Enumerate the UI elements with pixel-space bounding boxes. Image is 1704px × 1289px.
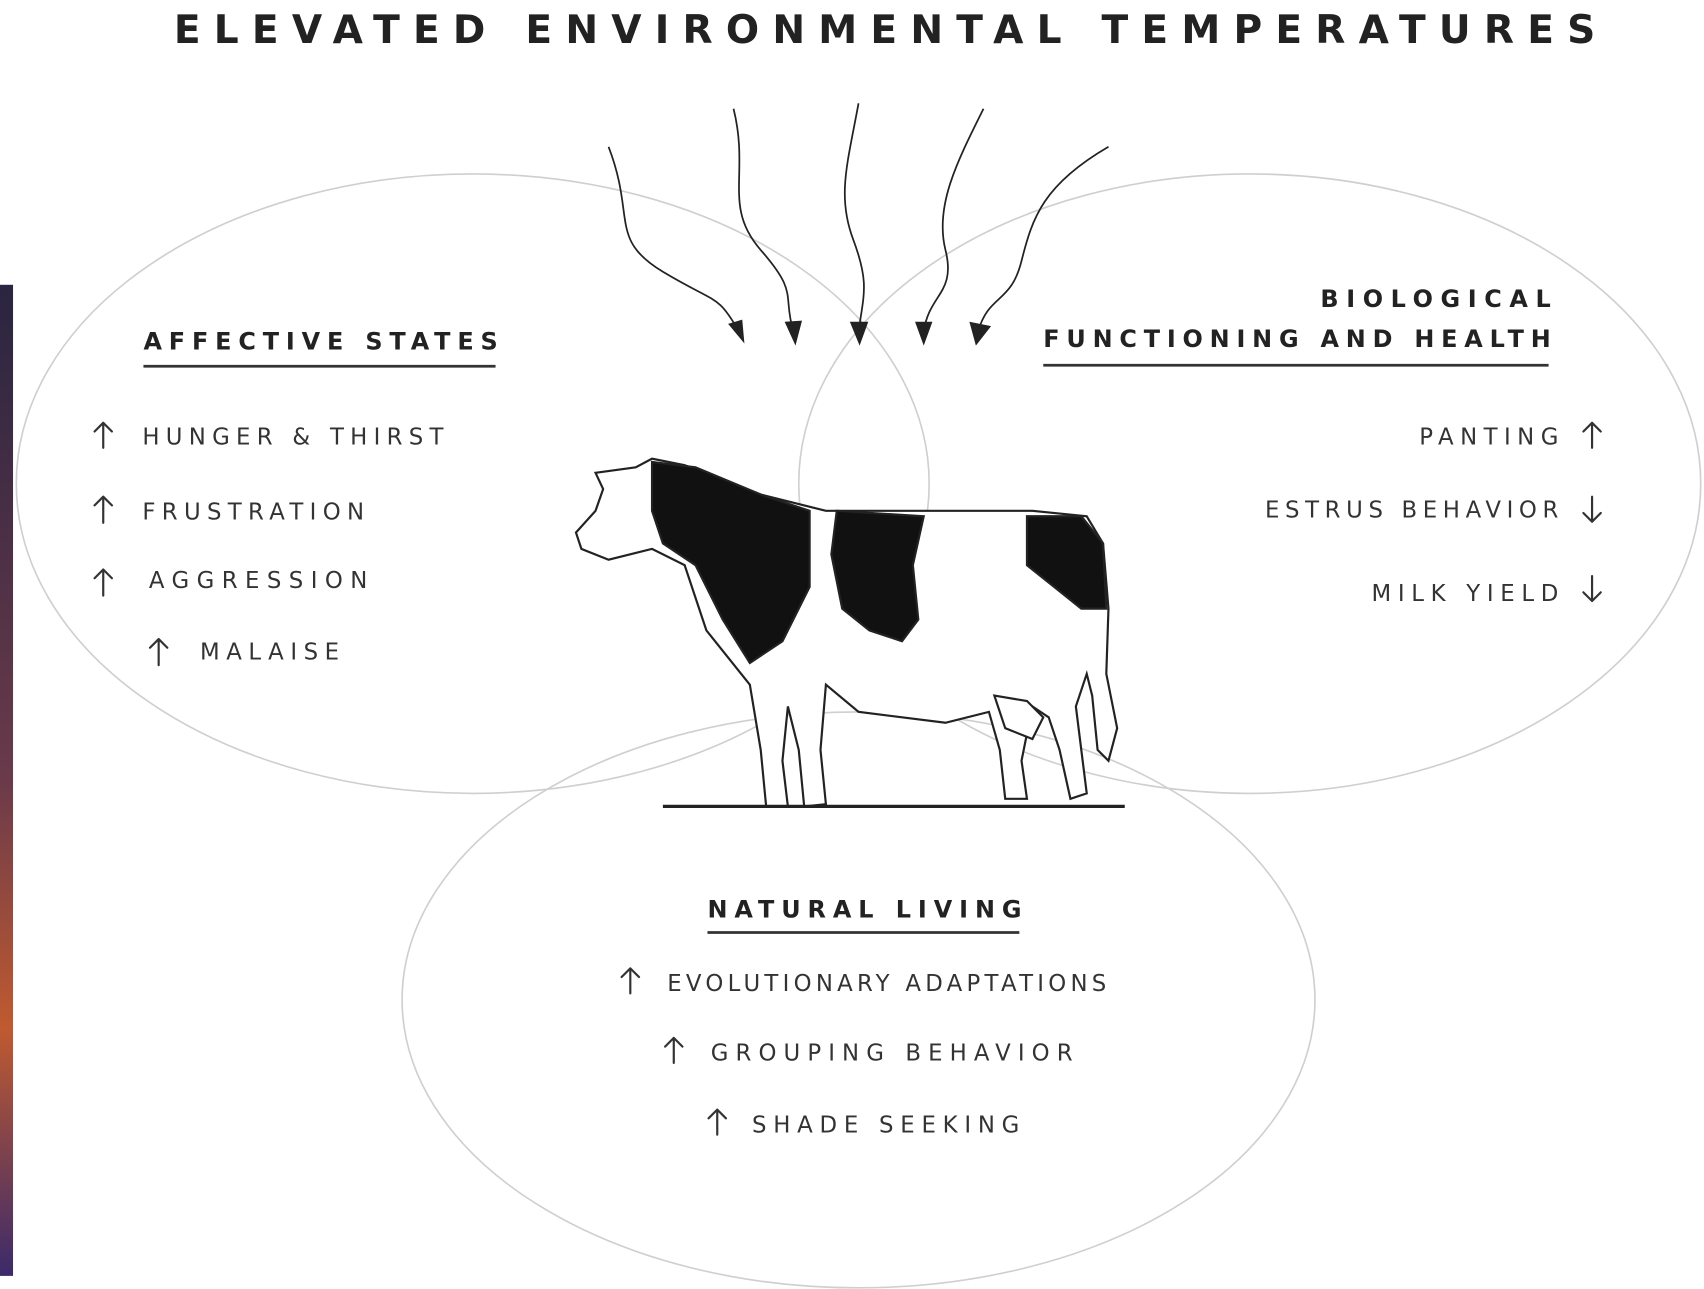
section-heading: NATURAL LIVING (707, 896, 1021, 924)
section-heading: FUNCTIONING AND HEALTH (1043, 325, 1551, 353)
diagram: ELEVATED ENVIRONMENTAL TEMPERATURES AFFE… (0, 0, 1704, 1289)
list-item: HUNGER & THIRST (142, 425, 443, 451)
list-item: PANTING (1419, 425, 1558, 451)
section-heading: AFFECTIVE STATES (143, 327, 497, 355)
background-strip (0, 285, 13, 1276)
page: {"title": "ELEVATED ENVIRONMENTAL TEMPER… (0, 0, 1704, 1289)
list-item: MILK YIELD (1371, 581, 1558, 607)
list-item: FRUSTRATION (142, 500, 364, 526)
section-heading: BIOLOGICAL (1320, 285, 1550, 313)
natural-ellipse (402, 712, 1315, 1288)
change-arrows (1583, 423, 1600, 601)
cow-illustration (576, 459, 1125, 807)
list-item: MALAISE (200, 640, 339, 666)
list-item: AGGRESSION (149, 568, 367, 594)
list-item: GROUPING BEHAVIOR (711, 1041, 1073, 1067)
list-item: ESTRUS BEHAVIOR (1265, 497, 1559, 523)
title: ELEVATED ENVIRONMENTAL TEMPERATURES (174, 8, 1595, 53)
heat-arrows (609, 103, 1109, 345)
list-item: EVOLUTIONARY ADAPTATIONS (667, 971, 1106, 997)
up-arrows (95, 423, 168, 665)
list-item: SHADE SEEKING (752, 1112, 1019, 1138)
